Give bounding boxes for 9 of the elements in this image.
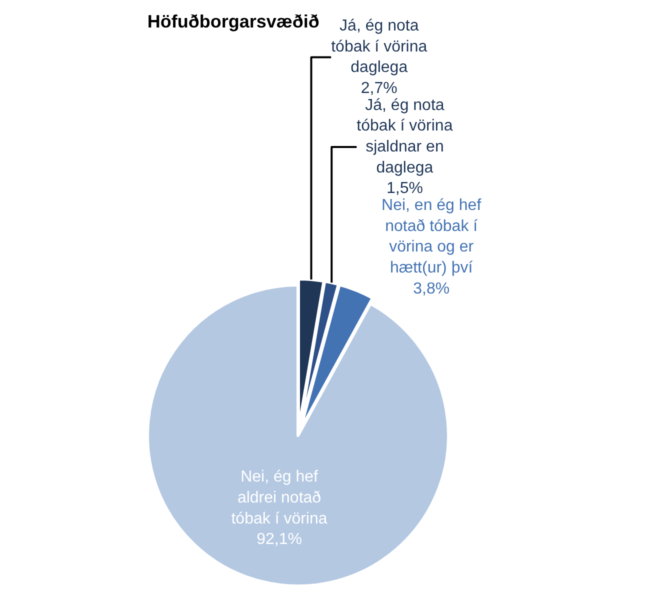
data-label: 1,5% [386,180,423,198]
slice-label: Já, ég nota tóbak í vörina sjaldnar en daglega [356,96,453,176]
chart-title: Höfuðborgarsvæðið [147,12,320,32]
slice-label: Nei, en ég hef notað tóbak í vörina og er hætt(ur) því [382,197,482,277]
data-label: 92,1% [256,531,302,548]
data-label: 3,8% [413,280,450,298]
data-label: 2,7% [360,80,398,97]
slice-label: Já, ég nota tóbak í vörina daglega [331,18,428,76]
slice-label: Nei, ég hef aldrei notað tóbak í vörina [231,468,328,528]
